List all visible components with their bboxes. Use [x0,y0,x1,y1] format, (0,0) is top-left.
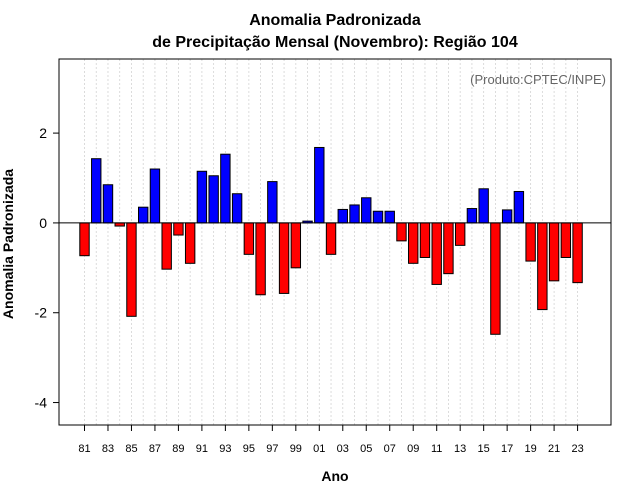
bar-90 [184,222,196,264]
y-tick-label: -4 [35,395,48,411]
x-tick-label: 09 [407,443,419,455]
bar-17 [501,209,513,224]
x-tick-label: 95 [243,443,255,455]
x-axis-label: Ano [321,468,348,484]
bar-14 [466,208,478,224]
bar-15 [478,188,489,224]
bar-23 [572,222,583,284]
bar-89 [173,222,184,236]
bar-81 [79,222,90,257]
bar-08 [396,222,407,242]
grid-lines [84,59,578,425]
bar-87 [149,168,161,224]
x-tick-label: 83 [102,443,114,455]
bar-11 [431,222,442,285]
bar-96 [255,222,266,296]
y-tick-label: 2 [39,125,47,141]
x-tick-label: 99 [290,443,302,455]
bar-16 [490,222,501,335]
bar-20 [537,222,548,311]
bar-82 [91,158,102,224]
x-tick-label: 97 [266,443,278,455]
bar-09 [408,222,419,264]
bar-21 [548,222,560,282]
bar-13 [454,222,466,246]
bar-83 [102,184,114,224]
bar-93 [220,153,231,224]
chart-title: Anomalia Padronizada [249,12,421,29]
bar-12 [443,222,454,275]
bar-88 [161,222,172,270]
x-tick-label: 17 [501,443,513,455]
bar-06 [372,210,384,224]
bar-22 [560,222,572,258]
x-tick-label: 15 [478,443,490,455]
x-tick-label: 19 [524,443,536,455]
bar-02 [325,222,337,255]
bar-94 [231,193,243,224]
x-tick-label: 05 [360,443,372,455]
bar-92 [208,175,219,224]
bar-01 [314,146,325,224]
y-tick-label: -2 [35,305,48,321]
x-tick-label: 23 [571,443,583,455]
bar-98 [278,222,290,294]
bar-10 [419,222,431,258]
product-credit: (Produto:CPTEC/INPE) [470,72,606,87]
bar-18 [513,190,525,224]
x-tick-label: 85 [125,443,137,455]
x-tick-label: 87 [149,443,161,455]
bar-19 [525,222,536,262]
bar-85 [126,222,137,317]
bar-05 [361,197,372,224]
bar-86 [138,206,149,224]
bar-91 [196,170,208,224]
chart-subtitle: de Precipitação Mensal (Novembro): Regiã… [152,34,518,51]
x-tick-label: 07 [384,443,396,455]
x-tick-label: 91 [196,443,208,455]
x-tick-label: 01 [313,443,325,455]
plot-frame [58,58,612,426]
x-tick-label: 03 [337,443,349,455]
bar-04 [349,204,360,224]
x-tick-label: 21 [548,443,560,455]
y-axis: -4 -2 0 2 [35,125,59,411]
bar-99 [290,222,302,269]
x-tick-label: 81 [78,443,90,455]
y-axis-label: Anomalia Padronizada [0,169,16,319]
bar-97 [267,181,278,224]
x-tick-label: 13 [454,443,466,455]
bar-07 [384,210,395,224]
bar-95 [243,222,255,255]
bar-03 [337,208,348,224]
x-tick-label: 11 [431,443,442,455]
y-tick-label: 0 [39,215,47,231]
x-axis: 81 83 85 87 89 91 93 95 97 99 01 03 05 07 09 11 13 15 17 19… [78,425,584,455]
x-tick-label: 89 [172,443,184,455]
x-tick-label: 93 [219,443,231,455]
